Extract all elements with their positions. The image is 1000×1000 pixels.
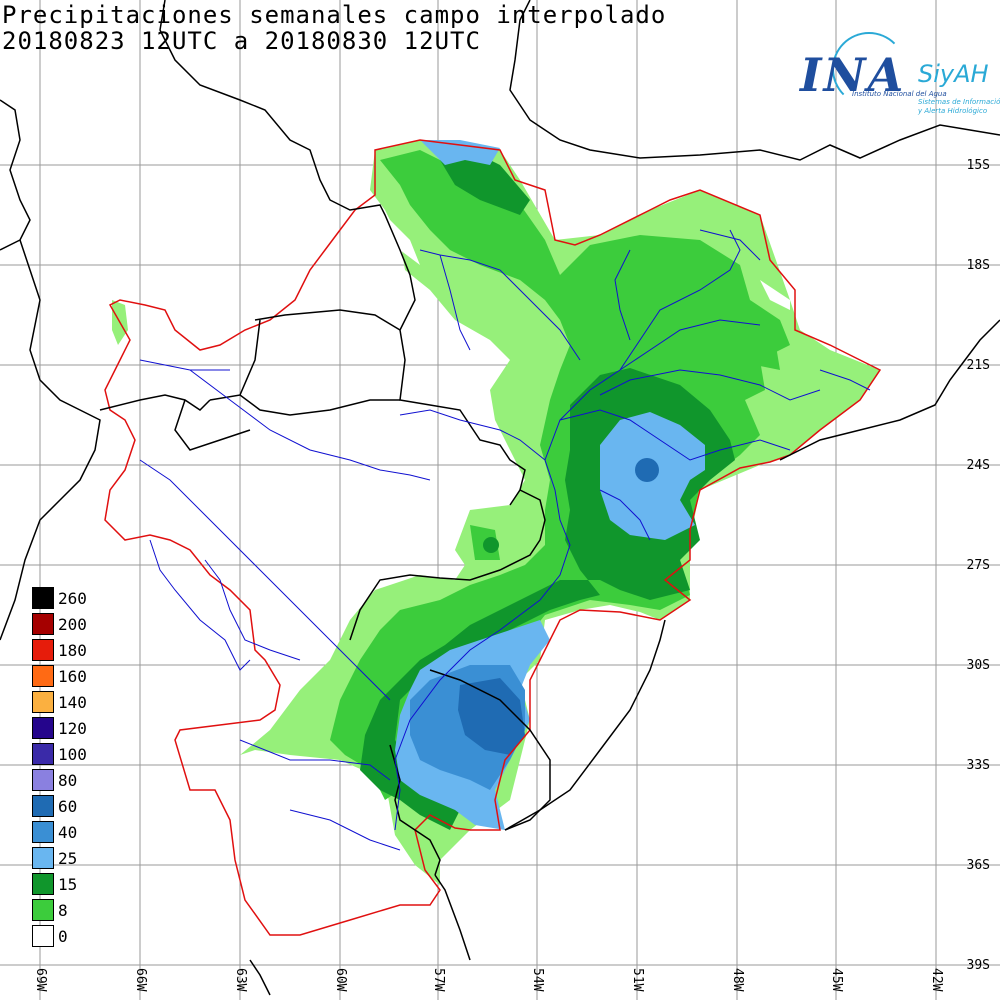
legend-swatch [32,847,54,869]
logo-product: SiyAH [918,60,989,88]
latitude-label: 36S [966,858,990,873]
logo-subtitle: Instituto Nacional del Agua [852,90,947,98]
legend-label: 40 [58,823,78,842]
longitude-label: 66W [133,968,148,992]
map-title: Precipitaciones semanales campo interpol… [2,1,667,29]
map-period: 20180823 12UTC a 20180830 12UTC [2,27,481,55]
legend-swatch [32,821,54,843]
longitude-label: 63W [233,968,248,992]
legend-swatch [32,613,54,635]
logo-tagline: Sistemas de Información y Alerta Hidroló… [918,98,1000,116]
legend-swatch [32,639,54,661]
logo-ring-icon [832,32,906,106]
rivers [139,229,871,851]
legend-swatch [32,665,54,687]
logo-tagline-2: y Alerta Hidrológico [918,107,988,115]
field-blue-25-north [420,140,500,165]
latitude-label: 24S [966,458,990,473]
field-green-8 [330,150,790,800]
longitude-label: 51W [630,968,645,992]
longitude-label: 60W [333,968,348,992]
longitude-label: 57W [431,968,446,992]
field-green-8-east [745,340,780,370]
longitude-label: 42W [929,968,944,992]
legend-swatch [32,691,54,713]
longitude-label: 69W [33,968,48,992]
logo-tagline-1: Sistemas de Información [918,98,1000,106]
latitude-label: 30S [966,658,990,673]
legend-swatch [32,899,54,921]
legend-swatch [32,717,54,739]
field-green-15 [440,150,530,215]
legend-label: 60 [58,797,78,816]
precipitation-field [112,140,880,885]
field-green-15-dot [483,537,499,553]
field-dry-patch [385,215,420,265]
longitude-label: 48W [730,968,745,992]
latitude-label: 18S [966,258,990,273]
legend-swatch [32,795,54,817]
legend-swatch [32,769,54,791]
latitude-label: 15S [966,158,990,173]
field-dry-patch-3 [760,280,790,310]
legend-label: 200 [58,615,87,634]
basin-border [104,139,882,936]
latitude-label: 27S [966,558,990,573]
field-blue-60 [458,678,525,755]
legend-label: 100 [58,745,87,764]
latitude-label: 33S [966,758,990,773]
legend-label: 0 [58,927,68,946]
ina-siyah-logo: INA SiyAH Instituto Nacional del Agua Si… [790,30,1000,130]
legend-swatch [32,925,54,947]
legend-label: 140 [58,693,87,712]
legend-label: 160 [58,667,87,686]
field-blue-60-dot [635,458,659,482]
legend-label: 120 [58,719,87,738]
legend-label: 180 [58,641,87,660]
legend-swatch [32,873,54,895]
logo-brand: INA [800,48,906,102]
legend-label: 8 [58,901,68,920]
legend-label: 25 [58,849,78,868]
legend-swatch [32,743,54,765]
latitude-label: 39S [966,958,990,973]
legend-label: 260 [58,589,87,608]
longitude-label: 54W [530,968,545,992]
longitude-label: 45W [829,968,844,992]
legend-label: 15 [58,875,78,894]
legend-label: 80 [58,771,78,790]
latitude-label: 21S [966,358,990,373]
legend-swatch [32,587,54,609]
